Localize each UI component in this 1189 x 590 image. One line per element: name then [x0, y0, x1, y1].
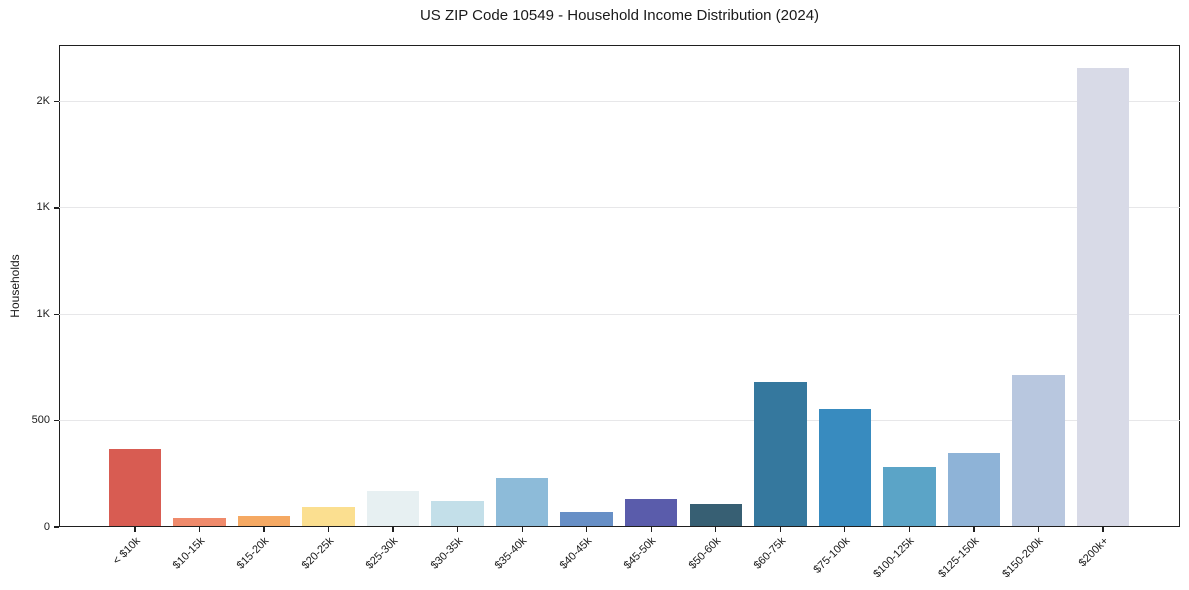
x-tick-label: $60-75k — [751, 535, 788, 572]
bar-10-15k — [173, 517, 226, 526]
x-tick-mark — [715, 527, 717, 532]
plot-area — [59, 45, 1180, 527]
chart-title: US ZIP Code 10549 - Household Income Dis… — [419, 7, 820, 24]
y-tick-mark — [54, 207, 59, 209]
x-tick-mark — [844, 527, 846, 532]
x-tick-label: $10-15k — [170, 535, 208, 572]
x-tick-label: $150-200k — [1000, 535, 1046, 581]
bar-40-45k — [560, 511, 613, 526]
y-tick-label: 1K — [36, 201, 50, 214]
bar-125-150k — [947, 453, 1001, 526]
x-tick-mark — [779, 527, 781, 532]
x-tick-label: $50-60k — [686, 535, 724, 572]
gridline — [59, 420, 1180, 422]
y-tick-label: 2K — [36, 95, 50, 108]
x-tick-label: $200k+ — [1076, 535, 1111, 570]
x-tick-mark — [392, 527, 394, 532]
x-tick-mark — [327, 527, 330, 532]
x-tick-mark — [521, 527, 523, 532]
x-tick-mark — [586, 527, 588, 532]
x-tick-label: $100-125k — [871, 535, 917, 581]
x-tick-label: $25-30k — [364, 535, 401, 572]
bar-10k — [108, 448, 162, 526]
x-tick-label: $35-40k — [493, 535, 530, 572]
x-tick-mark — [973, 527, 975, 532]
bar-25-30k — [366, 491, 420, 526]
y-tick-mark — [54, 526, 59, 528]
y-tick-mark — [54, 313, 59, 315]
y-tick-label: 1K — [36, 307, 50, 320]
x-tick-mark — [650, 527, 652, 532]
x-tick-label: $40-45k — [557, 535, 595, 572]
y-tick-mark — [54, 100, 59, 103]
x-tick-label: $15-20k — [234, 535, 272, 572]
x-tick-mark — [198, 527, 201, 532]
bar-200k — [1076, 67, 1130, 526]
bar-60-75k — [754, 381, 807, 526]
x-tick-mark — [1102, 527, 1104, 532]
x-tick-label: < $10k — [110, 535, 143, 568]
gridline — [59, 101, 1180, 103]
bar-45-50k — [624, 498, 678, 526]
bar-35-40k — [495, 478, 549, 526]
x-tick-label: $45-50k — [622, 535, 659, 572]
x-tick-label: $125-150k — [936, 535, 982, 581]
x-tick-mark — [1037, 527, 1040, 532]
y-tick-mark — [54, 419, 59, 422]
x-tick-label: $75-100k — [811, 535, 853, 576]
bar-20-25k — [302, 507, 355, 526]
x-tick-mark — [263, 527, 265, 532]
y-tick-label: 0 — [43, 520, 50, 533]
gridline — [59, 207, 1180, 209]
bar-100-125k — [883, 466, 936, 526]
bar-50-60k — [689, 504, 743, 526]
bar-15-20k — [237, 515, 291, 526]
y-tick-label: 500 — [31, 414, 50, 427]
x-tick-mark — [134, 527, 136, 532]
bar-150-200k — [1012, 375, 1065, 526]
x-tick-label: $20-25k — [299, 535, 337, 572]
x-tick-mark — [457, 527, 459, 532]
x-tick-label: $30-35k — [428, 535, 466, 572]
bar-30-35k — [431, 501, 484, 526]
x-tick-mark — [908, 527, 910, 532]
gridline — [59, 313, 1180, 315]
bar-75-100k — [818, 408, 872, 526]
